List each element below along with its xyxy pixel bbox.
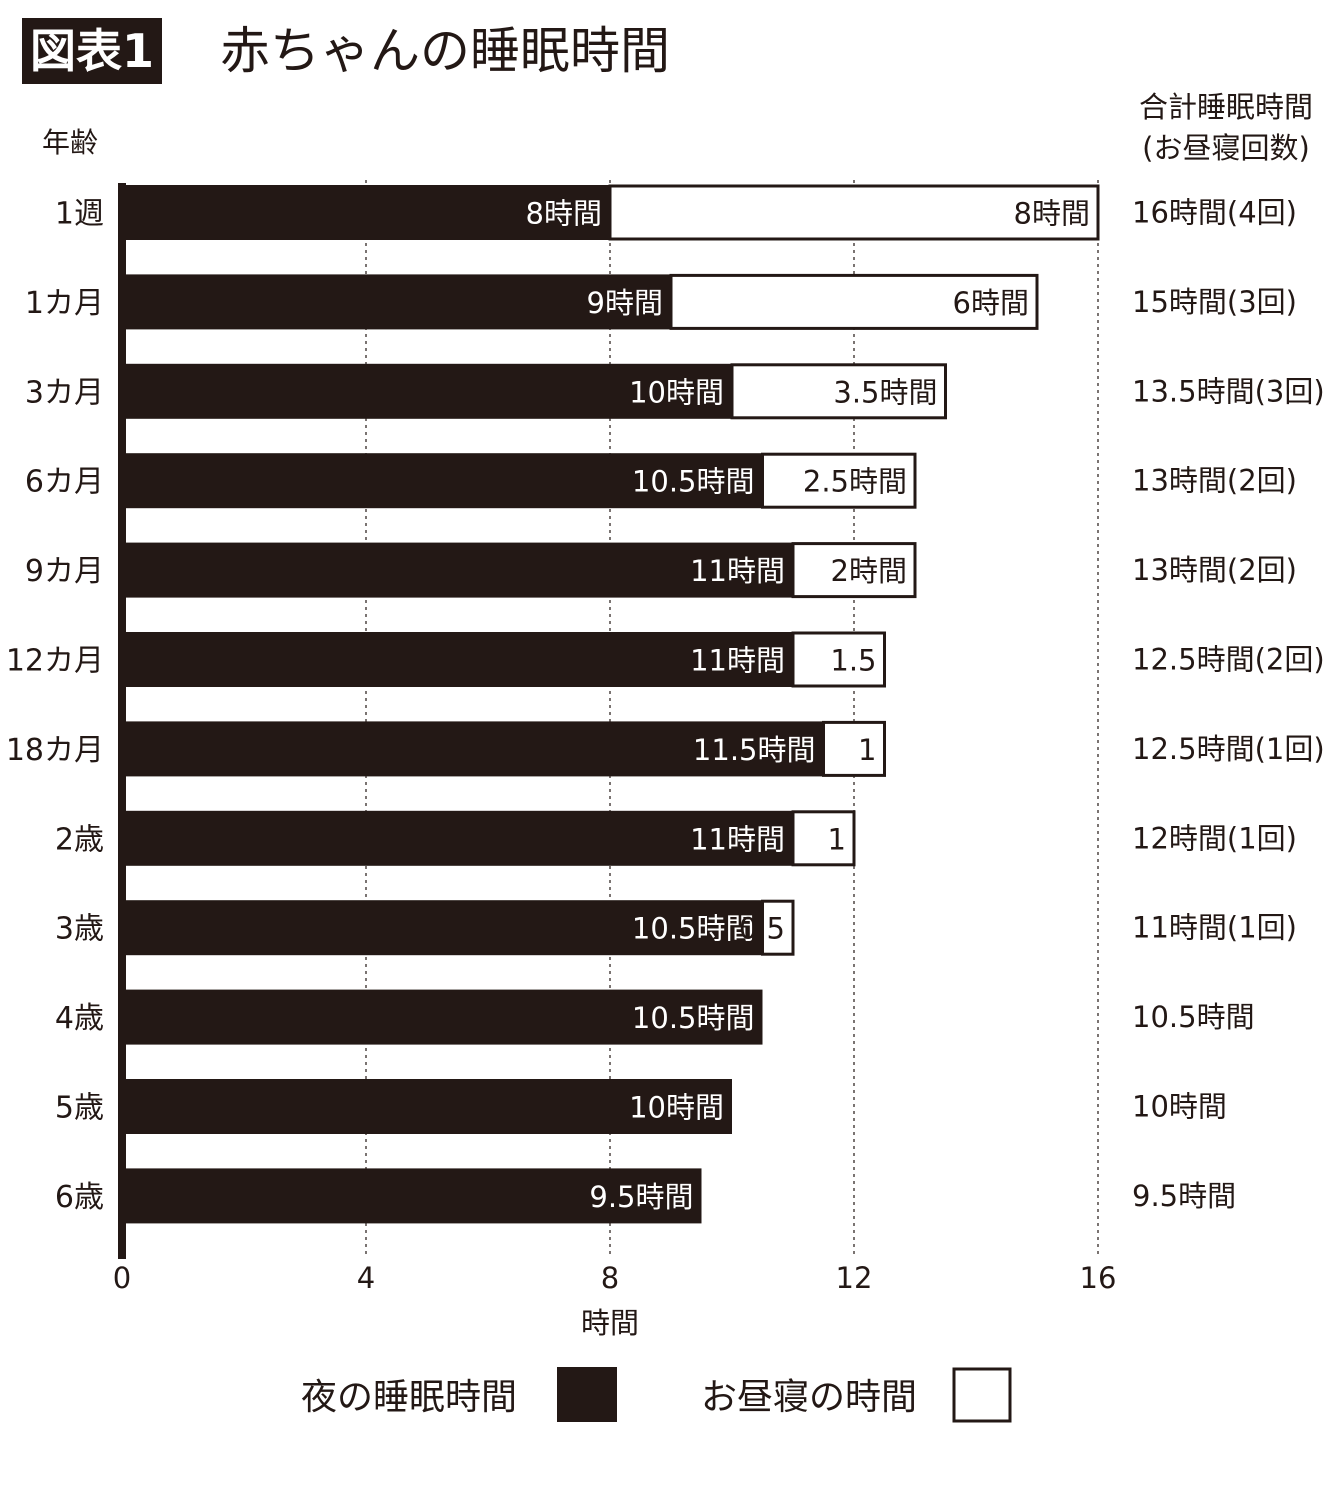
total-label: 9.5時間	[1132, 1179, 1236, 1213]
nap-bar	[730, 363, 947, 420]
total-label: 12時間(1回)	[1132, 821, 1297, 855]
total-label: 13.5時間(3回)	[1132, 374, 1325, 408]
legend-nap-label: お昼寝の時間	[701, 1377, 917, 1418]
night-sleep-bar	[122, 185, 610, 240]
total-label: 12.5時間(1回)	[1132, 732, 1325, 766]
night-sleep-bar	[122, 542, 793, 598]
nap-bar	[822, 720, 886, 777]
category-label: 1週	[55, 197, 104, 232]
night-sleep-bar	[122, 363, 732, 419]
nap-label: 6時間	[953, 286, 1029, 320]
night-sleep-label: 10時間	[629, 1091, 724, 1125]
night-sleep-label: 8時間	[526, 197, 602, 231]
total-label: 16時間(4回)	[1132, 196, 1297, 230]
category-label: 1カ月	[25, 286, 104, 321]
category-label: 9カ月	[25, 554, 104, 589]
total-label: 12.5時間(2回)	[1132, 643, 1325, 677]
category-label: 4歳	[55, 1001, 104, 1036]
x-tick-label: 16	[1080, 1261, 1117, 1295]
totals-subheader: (お昼寝回数)	[1142, 131, 1310, 165]
night-sleep-label: 10.5時間	[632, 912, 755, 946]
category-label: 2歳	[55, 822, 104, 857]
nap-label: 8時間	[1014, 197, 1090, 231]
night-sleep-label: 10.5時間	[632, 1001, 755, 1035]
nap-label: 1.5	[830, 644, 876, 678]
nap-bar	[791, 631, 886, 688]
nap-label: 3.5時間	[833, 375, 937, 409]
category-label: 6歳	[55, 1180, 104, 1215]
legend-night-swatch	[557, 1367, 617, 1422]
night-sleep-bar	[122, 989, 763, 1045]
total-label: 10時間	[1132, 1090, 1227, 1124]
nap-bar	[791, 542, 917, 599]
nap-label: 1	[858, 733, 876, 767]
night-sleep-bar	[122, 1168, 702, 1224]
category-label: 3歳	[55, 912, 104, 947]
x-axis-title: 時間	[581, 1306, 639, 1340]
figure-badge: 図表1	[22, 18, 163, 84]
night-sleep-bar	[122, 900, 763, 956]
x-tick-label: 8	[601, 1261, 619, 1295]
night-sleep-label: 9.5時間	[589, 1180, 693, 1214]
x-tick-label: 12	[836, 1261, 873, 1295]
category-label: 18カ月	[6, 733, 104, 768]
night-sleep-label: 9時間	[587, 286, 663, 320]
nap-bar	[608, 184, 1100, 241]
night-sleep-label: 11時間	[690, 822, 785, 856]
night-sleep-label: 11時間	[690, 644, 785, 678]
y-axis-title: 年齢	[42, 126, 98, 159]
night-sleep-label: 11時間	[690, 554, 785, 588]
category-label: 12カ月	[6, 644, 104, 679]
total-label: 13時間(2回)	[1132, 464, 1297, 498]
total-label: 10.5時間	[1132, 1000, 1255, 1034]
night-sleep-bar	[122, 721, 824, 777]
nap-label: 2.5時間	[803, 465, 907, 499]
nap-bar	[761, 452, 917, 509]
total-label: 15時間(3回)	[1132, 285, 1297, 319]
category-label: 3カ月	[25, 375, 104, 410]
night-sleep-label: 11.5時間	[693, 733, 816, 767]
chart-header: 図表1 赤ちゃんの睡眠時間	[22, 16, 670, 86]
night-sleep-bar	[122, 632, 793, 687]
category-label: 5歳	[55, 1091, 104, 1126]
night-sleep-bar	[122, 453, 763, 509]
legend-night-label: 夜の睡眠時間	[301, 1377, 517, 1418]
nap-label: 2時間	[831, 554, 907, 588]
nap-bar	[669, 273, 1039, 330]
night-sleep-label: 10時間	[629, 375, 724, 409]
y-axis-line	[118, 183, 126, 1259]
legend-nap-swatch	[952, 1367, 1012, 1423]
totals-header: 合計睡眠時間	[1139, 90, 1313, 124]
total-label: 11時間(1回)	[1132, 911, 1297, 945]
nap-bar	[761, 899, 795, 956]
x-tick-label: 0	[113, 1261, 131, 1295]
night-sleep-bar	[122, 1079, 732, 1134]
total-label: 13時間(2回)	[1132, 553, 1297, 587]
night-sleep-bar	[122, 810, 793, 866]
x-tick-label: 4	[357, 1261, 375, 1295]
nap-label: 1	[828, 822, 846, 856]
category-label: 6カ月	[25, 465, 104, 500]
night-sleep-label: 10.5時間	[632, 465, 755, 499]
nap-bar	[791, 810, 856, 867]
night-sleep-bar	[122, 274, 671, 330]
chart-title: 赤ちゃんの睡眠時間	[220, 22, 671, 80]
nap-label: 0.5	[739, 912, 785, 946]
